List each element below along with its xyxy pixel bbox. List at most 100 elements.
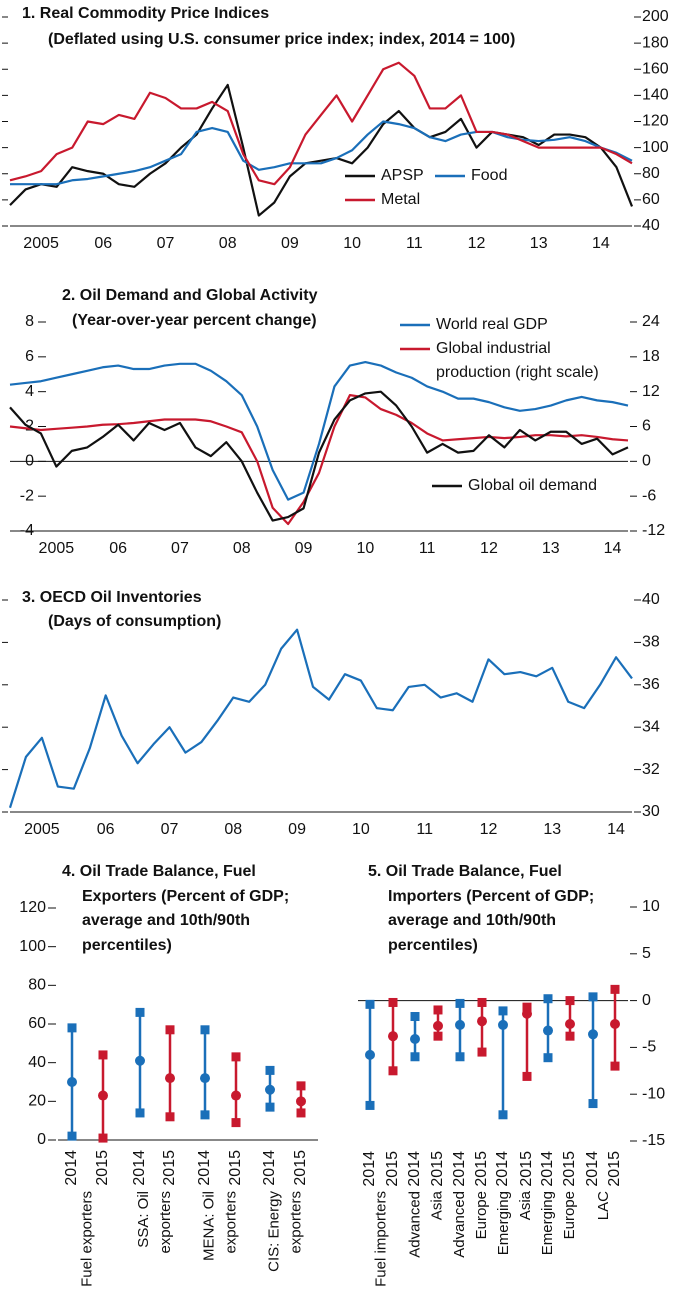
x-tick-label: 2014 <box>131 1150 148 1186</box>
x-tick-label: 2015 <box>227 1150 244 1186</box>
legend-label-box: Global oil demand <box>468 477 597 494</box>
percentile-90 <box>522 1002 532 1012</box>
percentile-10 <box>200 1110 210 1120</box>
percentile-10 <box>522 1071 532 1081</box>
percentile-10 <box>610 1061 620 1071</box>
average-dot <box>231 1090 241 1101</box>
average-dot <box>365 1049 375 1060</box>
group-label: CIS: Energy exporters <box>265 1191 305 1272</box>
average-dot <box>98 1090 108 1101</box>
y-tick-label: 80 <box>28 977 46 994</box>
y-tick-label: 100 <box>642 139 669 156</box>
y-tick-label: 40 <box>28 1054 46 1071</box>
y-tick-label: 120 <box>19 899 46 916</box>
percentile-10 <box>98 1133 108 1143</box>
percentile-10 <box>165 1112 175 1122</box>
group-label: Advanced Asia <box>406 1191 446 1258</box>
x-tick-label: 11 <box>416 821 433 838</box>
y-tick-label: 38 <box>642 634 660 651</box>
average-dot <box>433 1020 443 1031</box>
x-tick-label: 2015 <box>94 1150 111 1186</box>
percentile-90 <box>565 996 575 1006</box>
y-tick-label: 6 <box>25 348 34 365</box>
panel-title: 5. Oil Trade Balance, Fuel Importers (Pe… <box>368 863 595 954</box>
y-tick-label: 0 <box>642 992 651 1009</box>
series-line <box>9 394 629 526</box>
average-dot <box>498 1019 508 1030</box>
x-tick-label: 08 <box>224 821 242 838</box>
legend-label: Global industrial production (right scal… <box>436 340 599 381</box>
average-dot <box>610 1019 620 1029</box>
group-label-box: Emerging Europe <box>539 1191 578 1255</box>
y-tick-label: 8 <box>25 313 34 330</box>
x-tick-label: 12 <box>480 821 498 838</box>
x-tick-label: 13 <box>542 540 560 557</box>
average-dot <box>455 1019 465 1030</box>
y-tick-label: -2 <box>20 487 34 504</box>
group-label-box: Advanced Europe <box>451 1191 490 1258</box>
y-tick-label: 0 <box>37 1131 46 1148</box>
x-tick-label: 2015 <box>606 1151 623 1187</box>
percentile-10 <box>543 1053 553 1063</box>
panel-title-box: 4. Oil Trade Balance, Fuel Exporters (Pe… <box>62 863 289 954</box>
x-tick-label: 09 <box>281 235 299 252</box>
y-tick-label: 60 <box>642 191 660 208</box>
average-dot <box>265 1084 275 1095</box>
percentile-90 <box>610 984 620 994</box>
group-label-box: Fuel importers <box>373 1191 390 1287</box>
x-tick-label: 2015 <box>518 1151 535 1187</box>
x-tick-label: 2014 <box>361 1151 378 1187</box>
average-dot <box>165 1073 175 1084</box>
series-line <box>10 120 633 186</box>
average-dot <box>543 1025 553 1036</box>
y-tick-label: 12 <box>642 383 660 400</box>
group-label-box: SSA: Oil exporters <box>135 1191 174 1254</box>
panel-title: 1. Real Commodity Price Indices <box>22 5 269 22</box>
group-label-box: LAC <box>595 1191 612 1221</box>
x-tick-label: 11 <box>406 235 423 252</box>
y-tick-label: 24 <box>642 313 660 330</box>
percentile-10 <box>296 1108 306 1118</box>
percentile-90 <box>135 1007 145 1017</box>
y-tick-label: 6 <box>642 418 651 435</box>
x-tick-label: 2014 <box>584 1151 601 1187</box>
panel-subtitle: (Days of consumption) <box>48 613 221 630</box>
average-dot <box>588 1029 598 1040</box>
average-dot <box>565 1019 575 1029</box>
group-label-box: Fuel exporters <box>79 1191 96 1287</box>
x-tick-label: 10 <box>343 235 361 252</box>
x-tick-label: 2014 <box>539 1151 556 1187</box>
legend-label-box: Food <box>471 167 507 184</box>
average-dot <box>388 1031 398 1042</box>
x-tick-label: 07 <box>171 540 189 557</box>
y-tick-label: 30 <box>642 803 660 820</box>
x-tick-label: 2014 <box>63 1150 80 1186</box>
percentile-90 <box>410 1012 420 1022</box>
legend-label: Global oil demand <box>468 477 597 494</box>
x-tick-label: 2015 <box>292 1150 309 1186</box>
percentile-90 <box>543 994 553 1004</box>
y-tick-label: 5 <box>642 945 651 962</box>
percentile-10 <box>498 1110 508 1120</box>
percentile-10 <box>388 1066 398 1076</box>
group-label: LAC <box>595 1191 612 1221</box>
x-tick-label: 06 <box>109 540 127 557</box>
group-label: Advanced Europe <box>451 1191 490 1258</box>
percentile-10 <box>67 1131 77 1141</box>
legend-label-box: Metal <box>381 191 420 208</box>
group-label: SSA: Oil exporters <box>135 1191 174 1254</box>
y-tick-label: 200 <box>642 8 669 25</box>
y-tick-label: 160 <box>642 60 669 77</box>
y-tick-label: 36 <box>642 676 660 693</box>
percentile-10 <box>477 1047 487 1057</box>
panel-title-box: 5. Oil Trade Balance, Fuel Importers (Pe… <box>368 863 595 954</box>
percentile-90 <box>67 1023 77 1033</box>
percentile-10 <box>565 1031 575 1041</box>
x-tick-label: 2014 <box>494 1151 511 1187</box>
panel-title: 2. Oil Demand and Global Activity <box>62 287 318 304</box>
series-line <box>9 390 629 522</box>
y-tick-label: 4 <box>25 383 34 400</box>
x-tick-label: 06 <box>94 235 112 252</box>
percentile-90 <box>231 1052 241 1062</box>
